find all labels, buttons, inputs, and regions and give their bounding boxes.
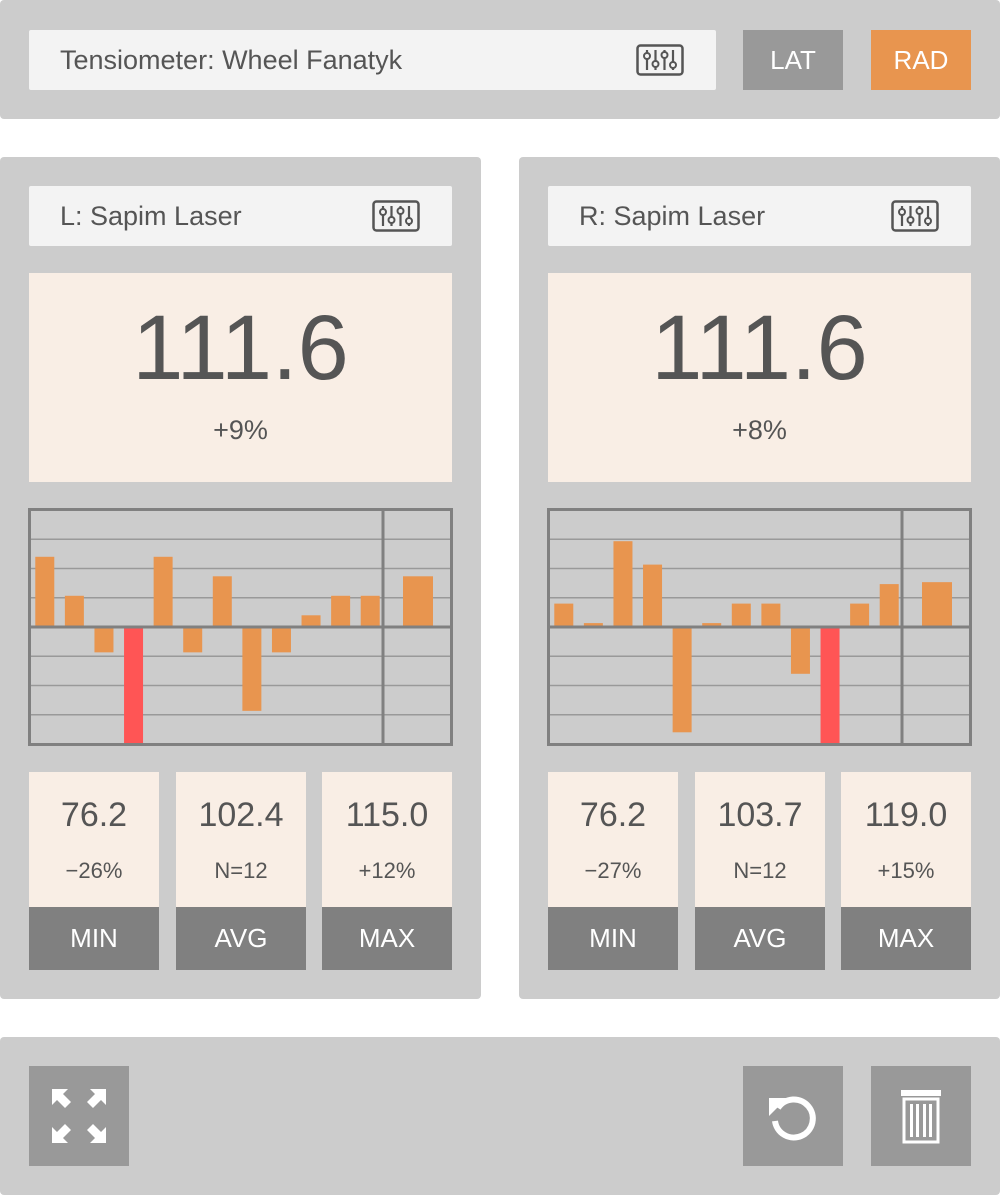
tension-bar <box>702 623 722 627</box>
tension-bar <box>731 603 751 627</box>
tension-bar <box>183 627 203 653</box>
trash-icon <box>901 1090 941 1144</box>
stat-avg-value: 102.4 <box>198 796 284 834</box>
tension-bar <box>35 556 55 627</box>
current-tension-bar <box>403 576 433 627</box>
tension-bar <box>331 595 351 627</box>
expand-icon <box>52 1089 106 1143</box>
current-tension-bar <box>922 582 952 627</box>
spoke-label-right: R: Sapim Laser <box>579 200 766 231</box>
tension-bar <box>879 584 899 627</box>
tension-bar <box>124 627 144 744</box>
tension-bar <box>790 627 810 674</box>
tension-bar <box>360 595 380 627</box>
tensiometer-select[interactable]: Tensiometer: Wheel Fanatyk <box>29 30 716 90</box>
tension-bar <box>212 576 232 627</box>
tension-bar <box>850 603 870 627</box>
stat-max-value: 119.0 <box>864 796 948 834</box>
tension-bar <box>242 627 262 711</box>
stat-min-right: 76.2 −27% MIN <box>548 772 678 970</box>
tension-bar <box>301 615 321 627</box>
stat-max-percent: +15% <box>877 858 935 883</box>
spoke-select-right[interactable]: R: Sapim Laser <box>548 186 971 246</box>
stat-min-percent: −26% <box>65 858 123 883</box>
chart-frame <box>547 508 972 746</box>
tension-bar <box>672 627 692 733</box>
stat-max-left: 115.0 +12% MAX <box>322 772 452 970</box>
left-side-panel: L: Sapim Laser 111.6 +9% 76.2 −26% MIN 1… <box>0 157 481 999</box>
mode-lat-button[interactable]: LAT <box>743 30 843 90</box>
tension-reading-right: 111.6 +8% <box>548 273 971 482</box>
stat-min-left: 76.2 −26% MIN <box>29 772 159 970</box>
tension-bar <box>613 541 633 627</box>
tension-reading-left: 111.6 +9% <box>29 273 452 482</box>
stat-max-value: 115.0 <box>345 796 429 834</box>
tension-bar <box>820 627 840 744</box>
spoke-label-left: L: Sapim Laser <box>60 200 242 231</box>
tensiometer-label: Tensiometer: Wheel Fanatyk <box>60 44 403 75</box>
tension-value-left: 111.6 <box>132 297 349 399</box>
stat-min-label: MIN <box>29 907 159 970</box>
tension-bar <box>271 627 291 653</box>
stat-max-right: 119.0 +15% MAX <box>841 772 971 970</box>
footer-bar <box>0 1037 1000 1195</box>
stat-max-percent: +12% <box>358 858 416 883</box>
stat-avg-right: 103.7 N=12 AVG <box>695 772 825 970</box>
tension-delta-right: +8% <box>732 415 787 445</box>
settings-mixer-icon[interactable] <box>636 44 684 76</box>
tension-bar <box>583 623 603 627</box>
spoke-select-left[interactable]: L: Sapim Laser <box>29 186 452 246</box>
tension-chart-left <box>28 508 453 746</box>
stat-avg-count: N=12 <box>733 858 787 883</box>
tension-bar <box>153 556 173 627</box>
tension-bar <box>94 627 114 653</box>
stat-min-label: MIN <box>548 907 678 970</box>
tension-chart-right <box>547 508 972 746</box>
tension-delta-left: +9% <box>213 415 268 445</box>
tension-bar <box>643 564 663 627</box>
reset-icon <box>769 1096 816 1141</box>
stat-min-value: 76.2 <box>579 796 647 834</box>
stat-max-label: MAX <box>841 907 971 970</box>
stat-max-label: MAX <box>322 907 452 970</box>
tension-bar <box>761 603 781 627</box>
chart-frame <box>28 508 453 746</box>
right-side-panel: R: Sapim Laser 111.6 +8% 76.2 −27% MIN 1… <box>519 157 1000 999</box>
mode-rad-button[interactable]: RAD <box>871 30 971 90</box>
expand-button[interactable] <box>29 1066 129 1166</box>
settings-mixer-icon[interactable] <box>372 200 420 232</box>
tension-value-right: 111.6 <box>651 297 868 399</box>
stat-avg-count: N=12 <box>214 858 268 883</box>
reset-button[interactable] <box>743 1066 843 1166</box>
stat-min-value: 76.2 <box>60 796 128 834</box>
stat-min-percent: −27% <box>584 858 642 883</box>
stat-avg-label: AVG <box>176 907 306 970</box>
tension-bar <box>64 595 84 627</box>
tension-bar <box>554 603 574 627</box>
settings-mixer-icon[interactable] <box>891 200 939 232</box>
stat-avg-left: 102.4 N=12 AVG <box>176 772 306 970</box>
header-bar: Tensiometer: Wheel Fanatyk LAT RAD <box>0 0 1000 119</box>
stat-avg-label: AVG <box>695 907 825 970</box>
delete-button[interactable] <box>871 1066 971 1166</box>
stat-avg-value: 103.7 <box>717 796 803 834</box>
